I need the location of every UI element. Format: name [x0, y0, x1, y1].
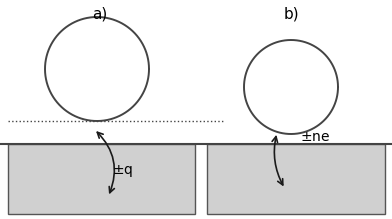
Text: a): a) [93, 7, 108, 21]
Bar [207, 144, 385, 214]
Text: $\pm$ne: $\pm$ne [300, 130, 330, 144]
Text: $\pm$q: $\pm$q [112, 163, 133, 179]
Bar [8, 144, 195, 214]
Text: b): b) [283, 7, 299, 21]
